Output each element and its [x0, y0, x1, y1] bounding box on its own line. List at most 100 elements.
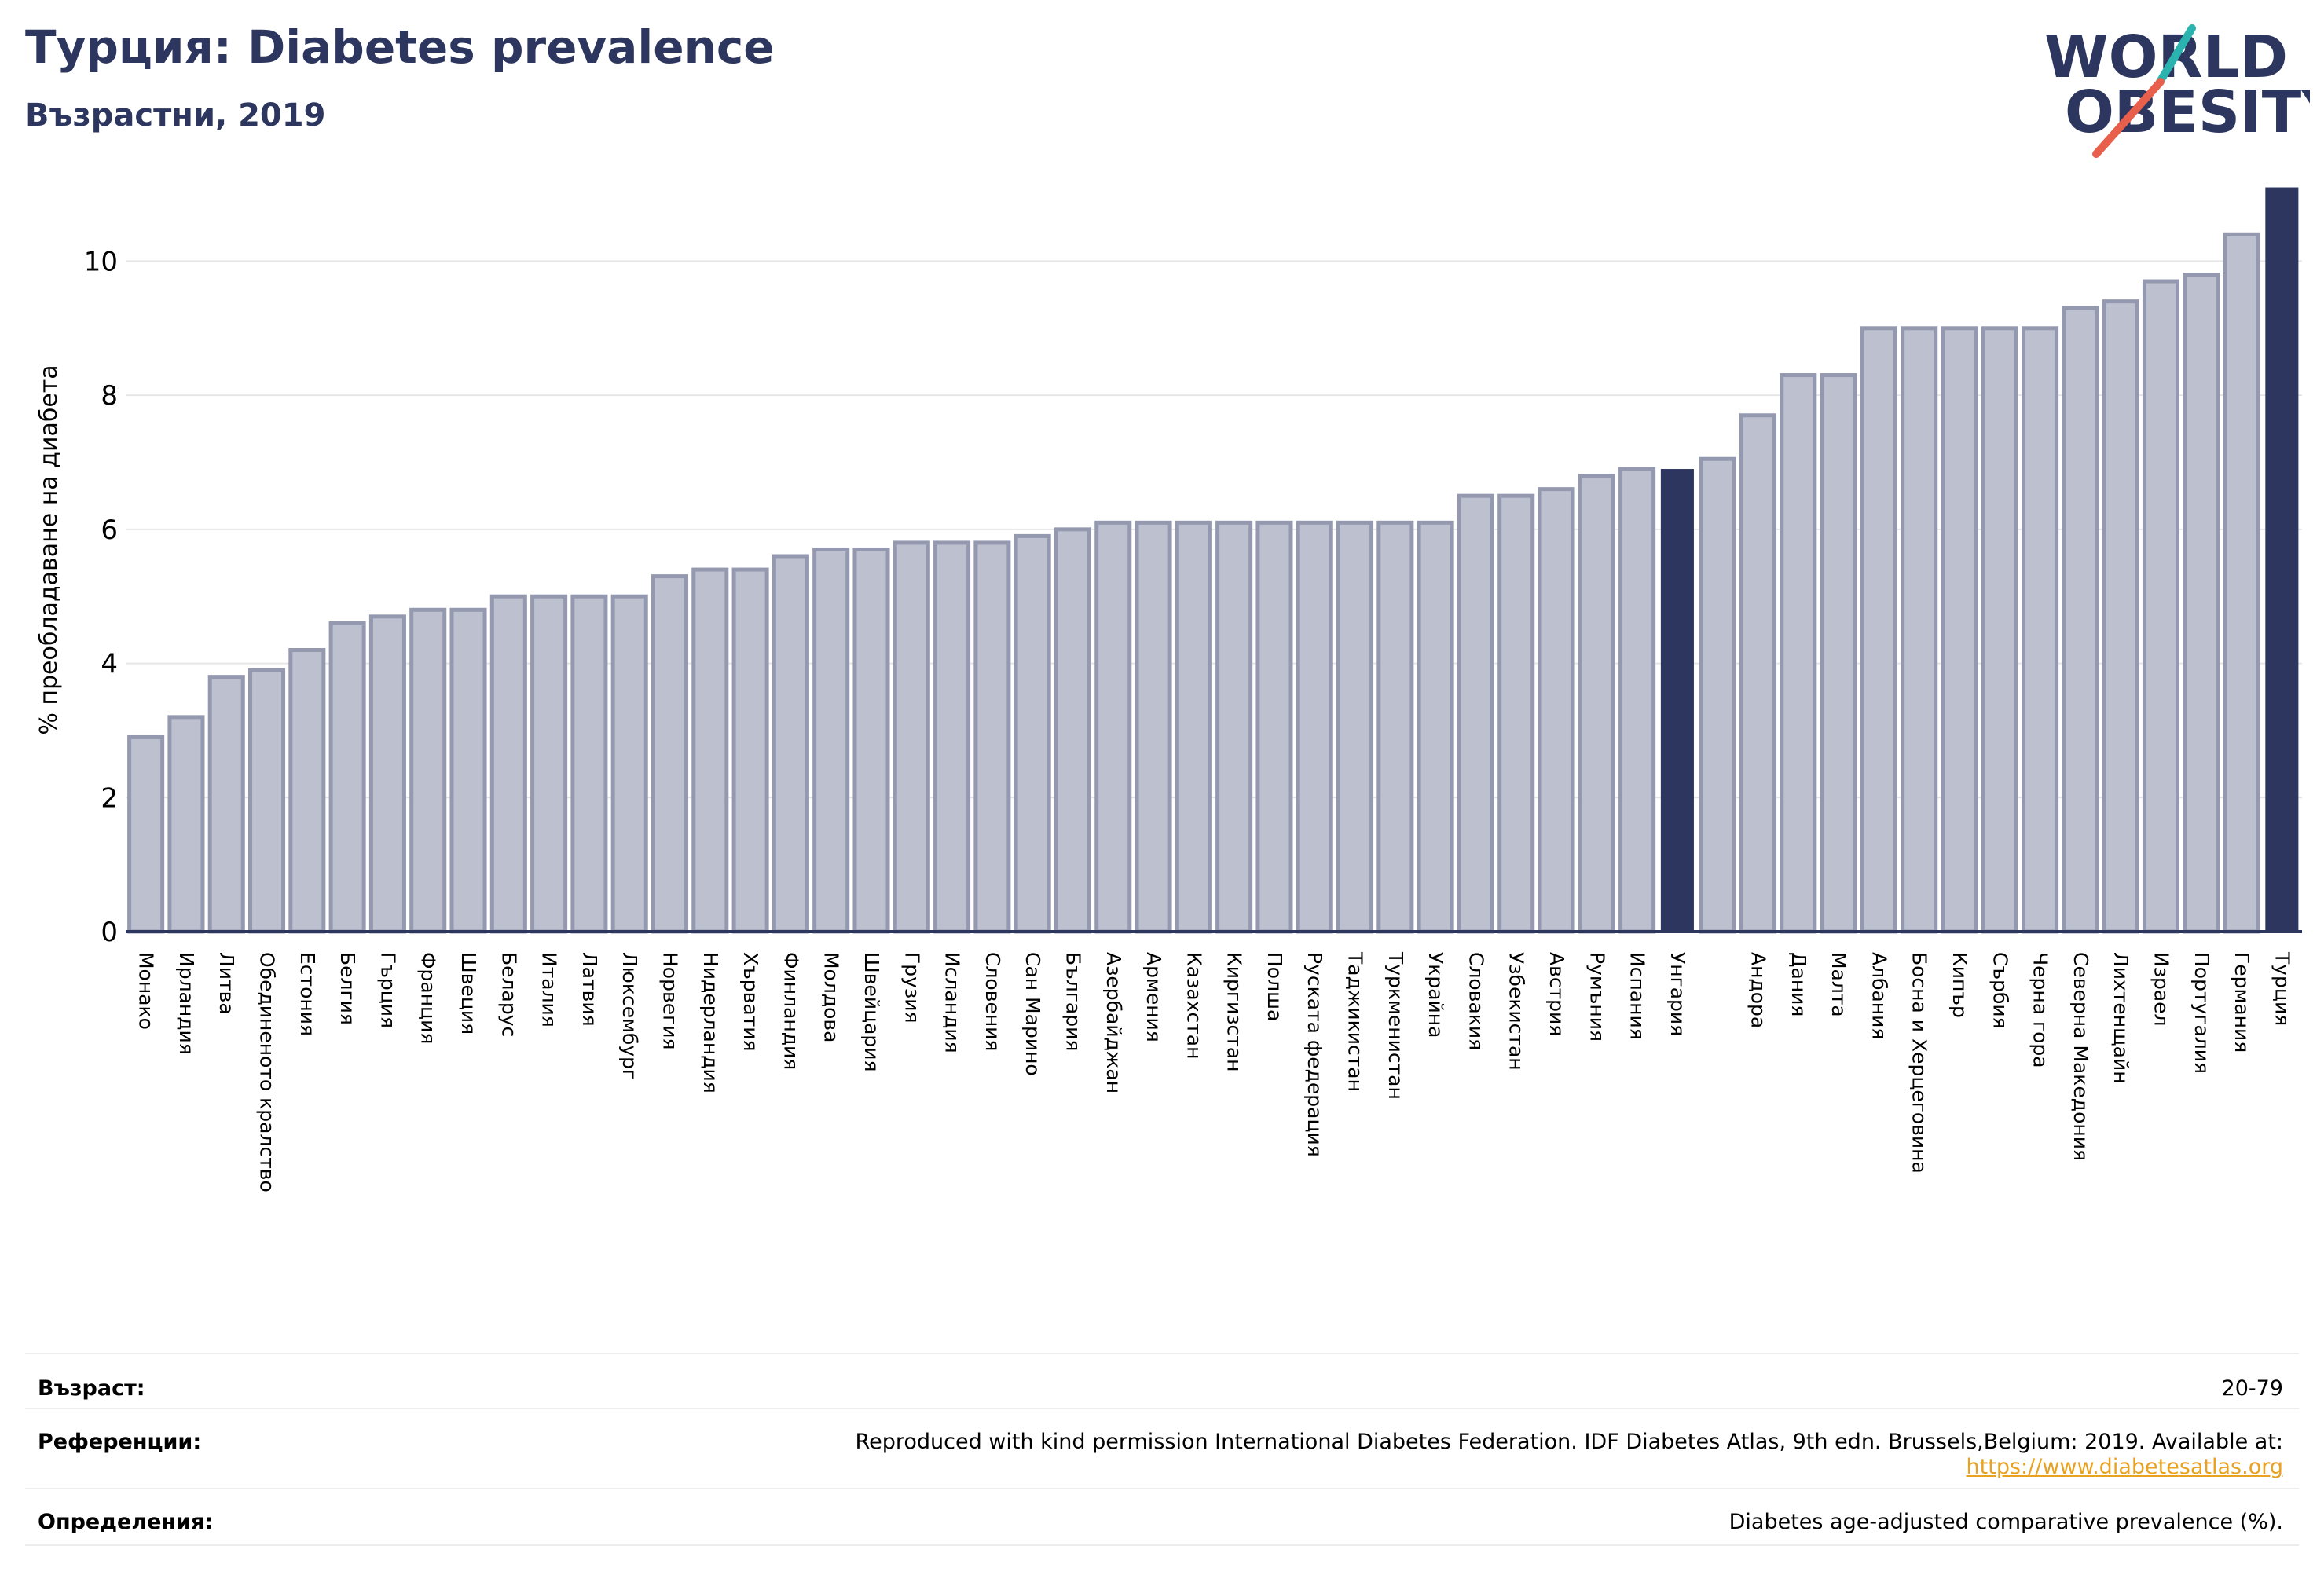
bar: [2142, 279, 2179, 934]
logo-line-1: WORLD: [2044, 24, 2288, 91]
refs-text: Reproduced with kind permission Internat…: [855, 1430, 2283, 1454]
bar: [1497, 493, 1535, 934]
x-tick-label: Испания: [1626, 952, 1649, 1040]
x-tick-label: Нидерландия: [699, 952, 722, 1093]
page-subtitle: Възрастни, 2019: [25, 97, 326, 134]
x-tick-label: България: [1061, 952, 1084, 1051]
x-tick-label: Швейцария: [860, 952, 883, 1072]
x-tick-label: Киргизстан: [1223, 952, 1246, 1072]
page-title: Турция: Diabetes prevalence: [25, 20, 775, 74]
x-tick-label: Черна гора: [2029, 952, 2052, 1068]
bar: [207, 675, 245, 934]
x-tick-label: Молдова: [820, 952, 843, 1042]
x-tick-label: Таджикистан: [1344, 951, 1367, 1092]
bar: [731, 567, 769, 934]
logo-slash-teal: [2155, 24, 2196, 87]
x-tick-label: Италия: [538, 952, 561, 1027]
labels-layer: Монако Ирландия Литва Обединеното кралство Е…: [135, 951, 2294, 1192]
y-tick-label: 6: [101, 515, 118, 546]
bar: [1135, 520, 1172, 934]
bar: [772, 554, 809, 934]
bar: [1014, 533, 1051, 934]
x-tick-label: Полша: [1263, 952, 1286, 1021]
x-tick-label: Швеция: [457, 952, 480, 1035]
bar: [1336, 520, 1374, 934]
bar: [1457, 493, 1494, 934]
x-tick-label: Франция: [417, 952, 440, 1044]
bar: [2183, 273, 2220, 934]
x-tick-label: Словакия: [1464, 952, 1487, 1050]
x-tick-label: Казахстан: [1182, 952, 1205, 1059]
bar: [288, 648, 326, 934]
x-tick-label: Беларус: [497, 952, 520, 1037]
refs-link[interactable]: https://www.diabetesatlas.org: [1966, 1455, 2283, 1479]
bar: [1296, 520, 1333, 934]
bar: [1660, 469, 1694, 932]
bar: [449, 607, 487, 934]
x-tick-label: Белгия: [336, 952, 359, 1025]
bars-layer: [127, 187, 2299, 934]
x-tick-label: Сърбия: [1989, 952, 2011, 1029]
x-tick-label: Финландия: [779, 952, 802, 1070]
bar: [1860, 326, 1897, 934]
x-tick-label: Австрия: [1545, 952, 1568, 1036]
bar: [2102, 299, 2139, 934]
y-tick-label: 4: [101, 649, 118, 680]
footer-row-defs: Определения: Diabetes age-adjusted compa…: [25, 1488, 2299, 1546]
x-tick-label: Узбекистан: [1505, 952, 1528, 1071]
x-tick-label: Обединеното кралство: [256, 952, 279, 1192]
defs-label: Определения:: [38, 1510, 214, 1534]
x-tick-label: Сан Марино: [1021, 952, 1044, 1076]
x-tick-label: Исландия: [941, 952, 964, 1053]
bar: [1538, 487, 1575, 934]
x-tick-label: Монако: [135, 952, 158, 1030]
bar: [1820, 373, 1857, 934]
bar: [691, 567, 729, 934]
x-tick-label: Ирландия: [175, 952, 198, 1055]
age-label: Възраст:: [38, 1376, 145, 1401]
y-tick-label: 2: [101, 782, 118, 814]
bar: [530, 594, 568, 934]
bar: [1376, 520, 1414, 934]
x-tick-label: Дания: [1787, 952, 1810, 1016]
bar: [489, 594, 527, 934]
x-tick-label: Норвегия: [659, 952, 682, 1050]
x-tick-label: Латвия: [578, 952, 601, 1027]
bar: [1054, 527, 1091, 934]
bar: [1780, 373, 1817, 934]
bar: [1699, 456, 1736, 934]
bar: [328, 621, 366, 934]
x-tick-label: Румъния: [1585, 952, 1608, 1042]
bar: [2265, 187, 2299, 932]
y-tick-label: 10: [84, 246, 118, 277]
x-tick-label: Малта: [1827, 952, 1850, 1017]
x-tick-label: Кипър: [1948, 952, 1971, 1018]
x-tick-label: Армения: [1142, 952, 1165, 1042]
x-tick-label: Словения: [981, 952, 1004, 1051]
y-tick-label: 8: [101, 380, 118, 412]
defs-text: Diabetes age-adjusted comparative preval…: [1728, 1510, 2283, 1534]
refs-label: Референции:: [38, 1430, 202, 1454]
x-tick-label: Люксембург: [618, 952, 641, 1079]
bar: [1175, 520, 1212, 934]
bar: [812, 547, 850, 934]
bar: [973, 540, 1011, 934]
bar: [2062, 306, 2099, 934]
x-tick-label: Азербайджан: [1102, 952, 1125, 1093]
axis-layer: 0 2 4 6 8 10: [84, 246, 2302, 948]
bar: [570, 594, 608, 934]
x-tick-label: Естония: [296, 952, 319, 1036]
bar: [1739, 413, 1777, 934]
grid-layer: [126, 260, 2302, 799]
y-axis-label: % преобладаване на диабета: [35, 364, 63, 734]
x-tick-label: Германия: [2231, 952, 2253, 1053]
x-tick-label: Литва: [215, 952, 238, 1015]
x-tick-label: Украйна: [1424, 952, 1447, 1038]
world-obesity-logo: WORLD OBESITY: [2044, 24, 2310, 158]
x-tick-label: Израел: [2150, 952, 2172, 1027]
y-tick-label: 0: [101, 917, 118, 948]
bar: [127, 734, 165, 934]
x-tick-label: Андора: [1747, 952, 1770, 1028]
bar: [1901, 326, 1938, 934]
x-tick-label: Гърция: [376, 952, 399, 1028]
